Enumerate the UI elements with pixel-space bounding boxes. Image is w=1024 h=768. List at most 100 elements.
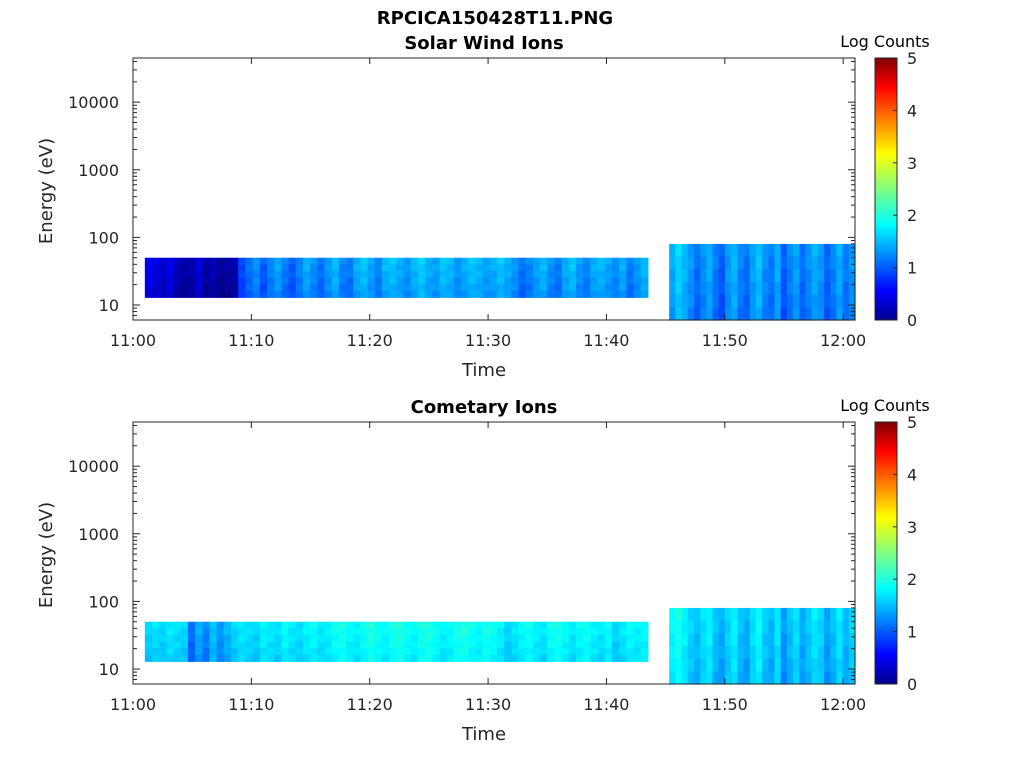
heatmap-cell (583, 634, 591, 643)
heatmap-cell (687, 633, 695, 647)
heatmap-cell (737, 281, 745, 296)
heatmap-cell (681, 243, 689, 258)
heatmap-cell (706, 294, 714, 308)
heatmap-cell (295, 277, 304, 285)
heatmap-cell (324, 654, 333, 662)
heatmap-cell (755, 645, 763, 660)
x-tick-label: 11:10 (228, 331, 274, 350)
colorbar-tick-label: 3 (907, 154, 917, 173)
heatmap-cell (836, 294, 844, 308)
heatmap-cell (693, 658, 701, 672)
heatmap-cell (295, 290, 304, 298)
heatmap-cell (842, 671, 850, 685)
heatmap-cell (468, 628, 476, 636)
heatmap-cell (245, 257, 254, 265)
heatmap-cell (152, 648, 160, 656)
heatmap-cell (331, 634, 340, 643)
heatmap-cell (504, 654, 512, 662)
heatmap-cell (518, 621, 527, 629)
heatmap-cell (302, 621, 311, 629)
heatmap-cell (576, 277, 584, 285)
heatmap-cell (749, 607, 757, 622)
heatmap-cell (597, 654, 606, 662)
heatmap-cell (737, 294, 745, 308)
heatmap-cell (288, 257, 297, 265)
heatmap-cell (743, 671, 751, 685)
heatmap-cell (540, 270, 548, 279)
heatmap-cell (590, 628, 599, 636)
heatmap-cell (568, 290, 577, 298)
heatmap-cell (681, 607, 689, 622)
heatmap-cell (317, 257, 326, 265)
heatmap-cell (611, 634, 620, 643)
heatmap-cell (180, 257, 189, 265)
heatmap-cell (381, 257, 390, 265)
heatmap-cell (231, 277, 239, 285)
heatmap-cell (518, 654, 527, 662)
heatmap-cell (532, 290, 541, 298)
heatmap-cell (675, 307, 683, 321)
heatmap-cell (281, 270, 290, 279)
heatmap-cell (324, 284, 333, 292)
heatmap-cell (525, 628, 534, 636)
heatmap-cell (540, 641, 548, 649)
heatmap-cell (396, 634, 405, 643)
heatmap-cell (640, 270, 649, 279)
heatmap-cell (274, 621, 282, 629)
heatmap-cell (144, 648, 153, 656)
heatmap-cell (281, 264, 290, 272)
heatmap-cell (561, 634, 570, 643)
heatmap-cell (252, 257, 261, 265)
heatmap-cell (687, 281, 695, 296)
heatmap-cell (755, 620, 763, 634)
heatmap-cell (173, 634, 182, 643)
heatmap-cell (743, 633, 751, 647)
heatmap-cell (540, 290, 548, 298)
heatmap-cell (439, 654, 448, 662)
heatmap-cell (604, 621, 613, 629)
heatmap-cell (547, 628, 556, 636)
heatmap-cell (475, 654, 484, 662)
heatmap-cell (281, 628, 290, 636)
heatmap-cell (799, 281, 807, 296)
heatmap-cell (762, 620, 769, 634)
heatmap-cell (561, 284, 570, 292)
heatmap-cell (338, 290, 347, 298)
heatmap-cell (381, 277, 390, 285)
heatmap-cell (718, 307, 726, 321)
heatmap-cell (173, 290, 182, 298)
heatmap-cell (245, 270, 254, 279)
heatmap-cell (324, 641, 333, 649)
heatmap-cell (223, 257, 232, 265)
heatmap-cell (755, 658, 763, 672)
heatmap-cell (461, 284, 469, 292)
heatmap-cell (202, 628, 211, 636)
heatmap-cell (468, 654, 476, 662)
heatmap-cell (396, 648, 405, 656)
heatmap-cell (525, 654, 534, 662)
heatmap-cell (439, 628, 448, 636)
heatmap-cell (231, 270, 239, 279)
heatmap-cell (848, 307, 856, 321)
heatmap-cell (718, 607, 726, 622)
heatmap-cell (687, 307, 695, 321)
heatmap-cell (830, 281, 838, 296)
heatmap-cell (202, 290, 211, 298)
heatmap-cell (669, 307, 676, 321)
heatmap-cell (762, 607, 769, 622)
heatmap-cell (799, 269, 807, 283)
heatmap-cell (749, 269, 757, 283)
heatmap-cell (310, 654, 318, 662)
heatmap-cell (274, 290, 282, 298)
heatmap-cell (180, 290, 189, 298)
heatmap-cell (338, 648, 347, 656)
x-tick-label: 11:10 (228, 695, 274, 714)
heatmap-cell (737, 671, 745, 685)
heatmap-cell (231, 290, 239, 298)
heatmap-cell (568, 628, 577, 636)
heatmap-cell (173, 654, 182, 662)
heatmap-cell (187, 264, 196, 272)
heatmap-cell (749, 256, 757, 270)
heatmap-cell (743, 294, 751, 308)
heatmap-cell (687, 645, 695, 660)
